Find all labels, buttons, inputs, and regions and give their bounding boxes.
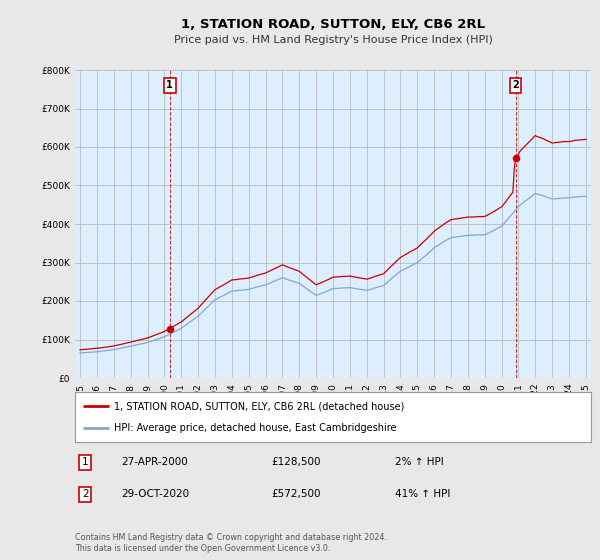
- Text: 2% ↑ HPI: 2% ↑ HPI: [395, 457, 443, 467]
- Text: 1: 1: [82, 457, 89, 467]
- Text: HPI: Average price, detached house, East Cambridgeshire: HPI: Average price, detached house, East…: [114, 423, 396, 433]
- Text: £572,500: £572,500: [271, 489, 320, 500]
- Point: [511, 153, 520, 162]
- Text: 41% ↑ HPI: 41% ↑ HPI: [395, 489, 450, 500]
- Text: £128,500: £128,500: [271, 457, 320, 467]
- Text: Contains HM Land Registry data © Crown copyright and database right 2024.
This d: Contains HM Land Registry data © Crown c…: [75, 533, 387, 553]
- Text: 2: 2: [82, 489, 89, 500]
- Text: 1, STATION ROAD, SUTTON, ELY, CB6 2RL: 1, STATION ROAD, SUTTON, ELY, CB6 2RL: [181, 18, 485, 31]
- Text: 1: 1: [166, 81, 173, 90]
- Text: 27-APR-2000: 27-APR-2000: [121, 457, 188, 467]
- Text: 1, STATION ROAD, SUTTON, ELY, CB6 2RL (detached house): 1, STATION ROAD, SUTTON, ELY, CB6 2RL (d…: [114, 401, 404, 411]
- Text: Price paid vs. HM Land Registry's House Price Index (HPI): Price paid vs. HM Land Registry's House …: [173, 35, 493, 45]
- Point: [165, 324, 175, 333]
- Text: 29-OCT-2020: 29-OCT-2020: [121, 489, 190, 500]
- Text: 2: 2: [512, 81, 519, 90]
